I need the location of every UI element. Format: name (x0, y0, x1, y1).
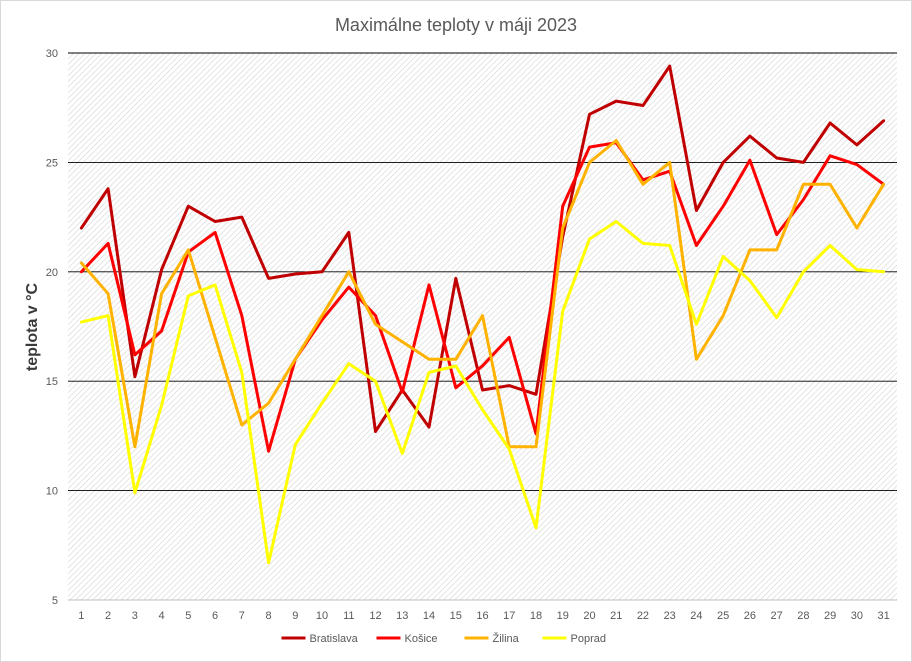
x-tick-label: 24 (690, 610, 702, 622)
x-tick-label: 8 (266, 610, 272, 622)
x-tick-label: 5 (185, 610, 191, 622)
legend-item: Bratislava (281, 633, 359, 645)
x-tick-label: 10 (316, 610, 328, 622)
y-axis-label: teplota v °C (24, 282, 41, 371)
x-tick-label: 12 (369, 610, 381, 622)
plot-background (68, 53, 897, 600)
x-tick-label: 3 (132, 610, 138, 622)
legend-label: Bratislava (310, 633, 359, 645)
x-tick-label: 6 (212, 610, 218, 622)
y-tick-label: 25 (46, 157, 58, 169)
y-tick-label: 30 (46, 48, 58, 60)
y-tick-label: 20 (46, 267, 58, 279)
series-line-1 (79, 141, 886, 453)
chart-title: Maximálne teploty v máji 2023 (335, 15, 577, 35)
legend-label: Poprad (571, 633, 606, 645)
x-tick-label: 30 (851, 610, 863, 622)
legend-label: Košice (405, 633, 438, 645)
x-tick-label: 11 (343, 610, 354, 622)
x-tick-label: 20 (583, 610, 595, 622)
x-tick-label: 29 (824, 610, 836, 622)
x-tick-label: 16 (476, 610, 488, 622)
x-tick-label: 26 (744, 610, 756, 622)
x-tick-label: 15 (450, 610, 462, 622)
legend-label: Žilina (493, 632, 520, 645)
series-line-3 (79, 220, 886, 565)
x-tick-label: 17 (503, 610, 515, 622)
x-tick-label: 14 (423, 610, 435, 622)
y-tick-label: 10 (46, 486, 58, 498)
x-tick-label: 18 (530, 610, 542, 622)
x-tick-label: 22 (637, 610, 649, 622)
x-tick-label: 9 (292, 610, 298, 622)
legend-item: Košice (376, 633, 438, 645)
y-tick-label: 15 (46, 376, 58, 388)
x-tick-label: 31 (878, 610, 890, 622)
x-tick-label: 21 (610, 610, 622, 622)
series-line-2 (79, 139, 886, 449)
x-tick-label: 25 (717, 610, 729, 622)
x-tick-label: 28 (797, 610, 809, 622)
legend: Bratislava Košice Žilina Poprad (281, 632, 606, 645)
x-tick-label: 13 (396, 610, 408, 622)
x-tick-label: 7 (239, 610, 245, 622)
x-tick-label: 4 (159, 610, 165, 622)
legend-item: Žilina (464, 632, 520, 645)
y-tick-label: 5 (52, 595, 58, 607)
x-tick-label: 1 (78, 610, 84, 622)
legend-item: Poprad (542, 633, 606, 645)
x-tick-label: 2 (105, 610, 111, 622)
x-tick-label: 23 (664, 610, 676, 622)
x-tick-label: 27 (771, 610, 783, 622)
x-tick-label: 19 (557, 610, 569, 622)
series-line-0 (79, 64, 886, 433)
